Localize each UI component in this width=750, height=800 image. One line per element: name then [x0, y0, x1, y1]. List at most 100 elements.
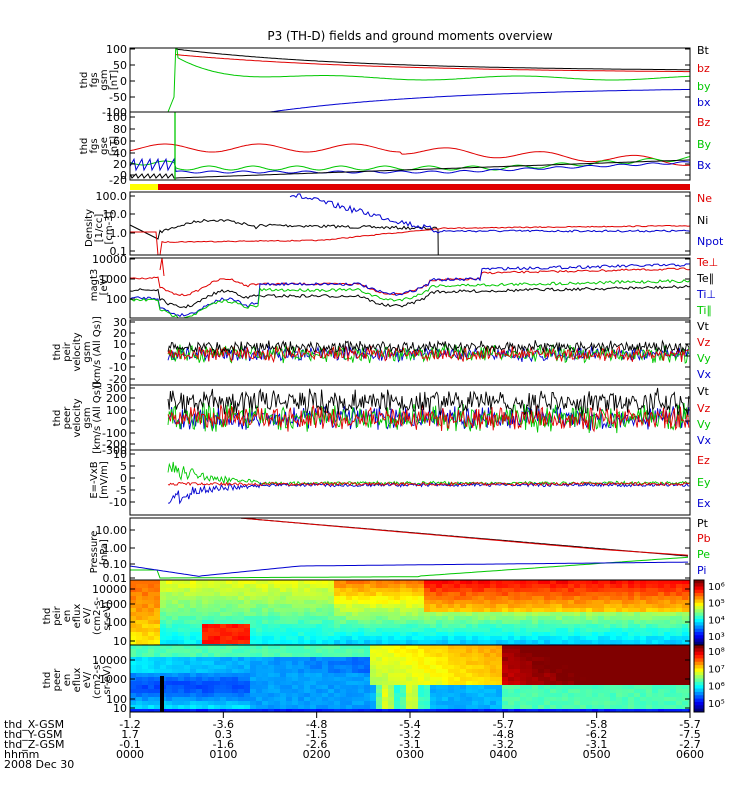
legend-Pe: Pe: [697, 548, 710, 561]
y-tick-label: 10: [113, 635, 127, 648]
y-axis-label: thd: [79, 72, 90, 89]
x-axis-row-label: thd_X-GSM: [4, 718, 64, 731]
y-axis-label: gsm: [99, 69, 110, 90]
colorbar-tick: 10⁷: [708, 664, 725, 675]
series-by: [130, 48, 690, 112]
legend-Vz: Vz: [697, 402, 711, 415]
x-tick-x: -5.8: [586, 718, 607, 731]
plot-title: P3 (TH-D) fields and ground moments over…: [267, 29, 553, 43]
legend-Ti∥: Ti∥: [696, 304, 712, 317]
x-tick-z: -1.6: [213, 738, 234, 751]
y-axis-label: sr-eV): [102, 665, 113, 694]
series-ey: [167, 461, 690, 486]
y-axis-label: [cm-3]: [104, 211, 115, 244]
panel-fgs-gse-lines: [130, 112, 690, 180]
x-tick-x: -5.7: [679, 718, 700, 731]
legend-Te⊥: Te⊥: [696, 256, 718, 269]
y-tick-label: -10: [109, 361, 127, 374]
y-tick-label: 0: [120, 75, 127, 88]
series-te-spike: [159, 258, 165, 277]
y-axis-label: [nT]: [109, 70, 120, 90]
y-axis-label: [nPa]: [99, 539, 110, 565]
y-axis-label: gsm: [82, 341, 93, 362]
series-bx-gse: [130, 157, 690, 174]
y-axis-label: peer: [62, 406, 73, 430]
panel-peer-velocity-lines: [167, 387, 690, 434]
y-tick-label: 0.10: [103, 558, 128, 571]
y-tick-label: 100: [106, 111, 127, 124]
y-tick-label: 10: [113, 448, 127, 461]
x-tick-t: 0500: [583, 748, 611, 761]
y-axis-label: peir: [62, 341, 73, 361]
legend-Ni: Ni: [697, 214, 708, 227]
panel-fgs-gsm-lines: [130, 48, 690, 112]
legend-Bz: Bz: [697, 116, 711, 129]
legend-Vy: Vy: [697, 418, 711, 431]
legend-Ey: Ey: [697, 476, 711, 489]
y-tick-label: 1.0: [110, 227, 128, 240]
y-axis-label: gse: [99, 137, 110, 155]
y-axis-label: velocity: [72, 398, 83, 437]
y-tick-label: 10.00: [96, 524, 128, 537]
y-tick-label: 1.00: [103, 542, 128, 555]
y-axis-label: fgs: [89, 72, 100, 87]
panel-peir-velocity-lines: [167, 339, 690, 364]
y-tick-label: 0.01: [103, 572, 128, 585]
y-axis-label: thd: [52, 344, 63, 361]
y-tick-label: 100: [106, 616, 127, 629]
y-axis-label: en: [62, 610, 73, 623]
x-tick-y: -7.5: [679, 728, 700, 741]
y-tick-label: 5: [120, 460, 127, 473]
series-ez: [167, 481, 690, 487]
mode-bar-slow: [130, 184, 158, 190]
x-tick-y: 1.7: [121, 728, 139, 741]
panel-peir-spectrogram: [130, 580, 690, 645]
y-axis-label: E=-VxB: [89, 461, 100, 498]
y-tick-label: 0: [120, 472, 127, 485]
y-tick-label: 100: [106, 293, 127, 306]
y-axis-label: [nT]: [109, 136, 120, 156]
y-tick-label: 0.1: [110, 245, 128, 258]
y-tick-label: 100: [106, 404, 127, 417]
legend-Pt: Pt: [697, 517, 709, 530]
y-axis-label: thd: [42, 608, 53, 625]
series-ex: [167, 481, 690, 505]
panel-density-lines: [130, 193, 690, 255]
series-vz: [167, 404, 690, 433]
series-bt: [175, 48, 690, 71]
series-ni: [130, 218, 439, 255]
legend-Pb: Pb: [697, 532, 711, 545]
y-tick-label: 0: [120, 415, 127, 428]
y-axis-label: velocity: [72, 332, 83, 371]
panel-frame-efield: [129, 449, 691, 516]
legend-Npot: Npot: [697, 235, 724, 248]
colorbar-tick: 10⁴: [708, 615, 725, 626]
x-tick-y: -6.2: [586, 728, 607, 741]
x-tick-t: 0300: [396, 748, 424, 761]
y-axis-label: fgs: [89, 138, 100, 153]
legend-Vz: Vz: [697, 336, 711, 349]
y-axis-label: gsm: [82, 407, 93, 428]
legend-Vt: Vt: [697, 385, 710, 398]
y-axis-label: magt3: [89, 269, 100, 302]
y-tick-label: -100: [102, 106, 127, 119]
series-vt: [167, 387, 690, 417]
series-bz: [175, 54, 690, 73]
y-tick-label: 0: [120, 169, 127, 182]
panel-frame-temperature: [129, 257, 691, 319]
y-tick-label: 30: [113, 316, 127, 329]
legend-Pi: Pi: [697, 564, 706, 577]
panel-frame-density: [129, 191, 691, 256]
y-axis-label: [1/cc]: [94, 214, 105, 243]
y-tick-label: -300: [102, 444, 127, 457]
y-axis-label: thd: [52, 410, 63, 427]
y-tick-label: 0: [120, 350, 127, 363]
y-tick-label: -100: [102, 427, 127, 440]
y-axis-label: thd: [79, 138, 90, 155]
x-tick-x: -5.7: [493, 718, 514, 731]
y-axis-label: eflux: [72, 604, 83, 629]
y-tick-label: 100: [106, 693, 127, 706]
y-axis-label: Density: [84, 209, 95, 247]
x-tick-z: -2.7: [679, 738, 700, 751]
series-te-para: [130, 284, 690, 309]
